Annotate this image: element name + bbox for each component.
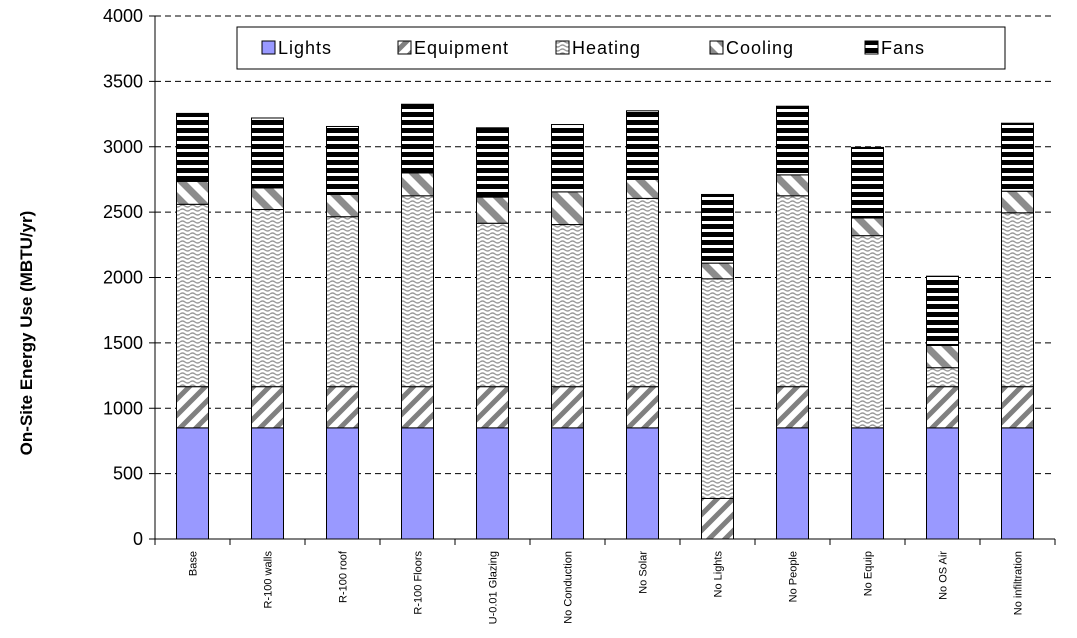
bar-segment-equipment xyxy=(776,386,809,429)
bar-segment-heating xyxy=(1001,212,1034,388)
x-tick-label: No People xyxy=(788,551,800,602)
legend-label-cooling: Cooling xyxy=(726,38,794,58)
bar-segment-heating xyxy=(851,235,884,429)
bar-segment-fans xyxy=(701,193,734,264)
y-tick-label: 0 xyxy=(133,529,143,549)
bar-segment-fans xyxy=(251,117,284,189)
bar-segment-equipment xyxy=(1001,386,1034,429)
legend-swatch-lights xyxy=(261,40,276,55)
bar-segment-equipment xyxy=(701,497,734,540)
bar-segment-lights xyxy=(401,427,434,540)
y-tick-label: 1000 xyxy=(103,398,143,418)
bar-segment-fans xyxy=(851,146,884,219)
bar-segment-equipment xyxy=(626,386,659,429)
legend-swatch-equipment xyxy=(397,40,412,55)
bar-segment-fans xyxy=(626,110,659,180)
bar-segment-lights xyxy=(326,427,359,540)
bar-segment-cooling xyxy=(551,191,584,226)
x-tick-label: No Conduction xyxy=(563,551,575,624)
bar-segment-heating xyxy=(326,216,359,388)
legend-swatch-fans xyxy=(864,40,879,55)
x-tick-label: R-100 walls xyxy=(263,551,275,609)
x-tick-label: R-100 roof xyxy=(338,550,350,603)
y-tick-label: 3000 xyxy=(103,137,143,157)
bar-segment-lights xyxy=(926,427,959,540)
bar-segment-cooling xyxy=(176,180,209,205)
bar-segment-equipment xyxy=(176,386,209,429)
y-axis-label: On-Site Energy Use (MBTU/yr) xyxy=(17,211,36,456)
legend-label-lights: Lights xyxy=(278,38,332,58)
bar-segment-fans xyxy=(1001,122,1034,192)
bar-segment-equipment xyxy=(476,386,509,429)
bar-segment-equipment xyxy=(401,386,434,429)
bar-segment-equipment xyxy=(551,386,584,429)
bar-segment-heating xyxy=(401,195,434,388)
x-tick-label: No Equip xyxy=(863,551,875,596)
bar-segment-heating xyxy=(551,224,584,388)
bar-segment-lights xyxy=(776,427,809,540)
x-tick-label: No OS Air xyxy=(938,551,950,600)
y-tick-label: 3500 xyxy=(103,71,143,91)
y-tick-label: 1500 xyxy=(103,333,143,353)
bar-segment-heating xyxy=(176,203,209,388)
y-tick-label: 2000 xyxy=(103,268,143,288)
bar-segment-equipment xyxy=(926,386,959,429)
bar-segment-fans xyxy=(401,103,434,174)
bar-segment-lights xyxy=(176,427,209,540)
legend-label-equipment: Equipment xyxy=(414,38,509,58)
bar-segment-cooling xyxy=(851,217,884,237)
bar-segment-heating xyxy=(701,278,734,499)
x-tick-label: No Lights xyxy=(713,551,725,598)
bar-segment-lights xyxy=(251,427,284,540)
legend-swatch-heating xyxy=(555,40,570,55)
bar-segment-cooling xyxy=(326,193,359,218)
x-tick-label: No infiltration xyxy=(1013,551,1025,615)
x-tick-label: R-100 Floors xyxy=(413,551,425,615)
bar-segment-fans xyxy=(926,275,959,346)
bar-segment-heating xyxy=(926,367,959,388)
bar-segment-cooling xyxy=(476,196,509,224)
bar-segment-lights xyxy=(626,427,659,540)
bar-segment-cooling xyxy=(251,187,284,211)
gridlines xyxy=(155,15,1055,475)
bar-segment-lights xyxy=(476,427,509,540)
bars xyxy=(176,103,1034,540)
bar-segment-fans xyxy=(176,112,209,182)
bar-segment-lights xyxy=(551,427,584,540)
bar-segment-heating xyxy=(251,209,284,388)
bar-segment-cooling xyxy=(701,262,734,280)
x-tick-label: No Solar xyxy=(638,551,650,594)
bar-segment-equipment xyxy=(251,386,284,429)
x-tick-label: U-0.01 Glazing xyxy=(488,551,500,624)
bar-segment-cooling xyxy=(776,174,809,197)
bar-segment-heating xyxy=(476,222,509,388)
y-tick-label: 2500 xyxy=(103,202,143,222)
legend-label-heating: Heating xyxy=(572,38,641,58)
x-tick-label: Base xyxy=(188,551,200,576)
legend-swatch-cooling xyxy=(709,40,724,55)
bar-segment-lights xyxy=(851,427,884,540)
bar-segment-cooling xyxy=(626,178,659,199)
bar-segment-lights xyxy=(1001,427,1034,540)
legend-label-fans: Fans xyxy=(881,38,925,58)
bar-segment-cooling xyxy=(926,344,959,369)
legend: Lights Equipment Heating Cooling Fans xyxy=(236,26,1006,70)
bar-segment-fans xyxy=(776,105,809,176)
y-tick-label: 500 xyxy=(113,464,143,484)
y-tick-label: 4000 xyxy=(103,6,143,26)
bar-segment-fans xyxy=(476,127,509,198)
x-tick-labels: Base R-100 walls R-100 roof R-100 Floors U-0… xyxy=(154,539,1056,624)
bar-segment-cooling xyxy=(401,172,434,197)
bar-segment-fans xyxy=(551,124,584,193)
bar-segment-fans xyxy=(326,125,359,195)
bar-segment-heating xyxy=(776,195,809,388)
bar-segment-cooling xyxy=(1001,190,1034,214)
y-tick-labels: 0 500 1000 1500 2000 2500 3000 3500 4000 xyxy=(103,6,155,549)
bar-segment-heating xyxy=(626,197,659,388)
bar-segment-equipment xyxy=(326,386,359,429)
